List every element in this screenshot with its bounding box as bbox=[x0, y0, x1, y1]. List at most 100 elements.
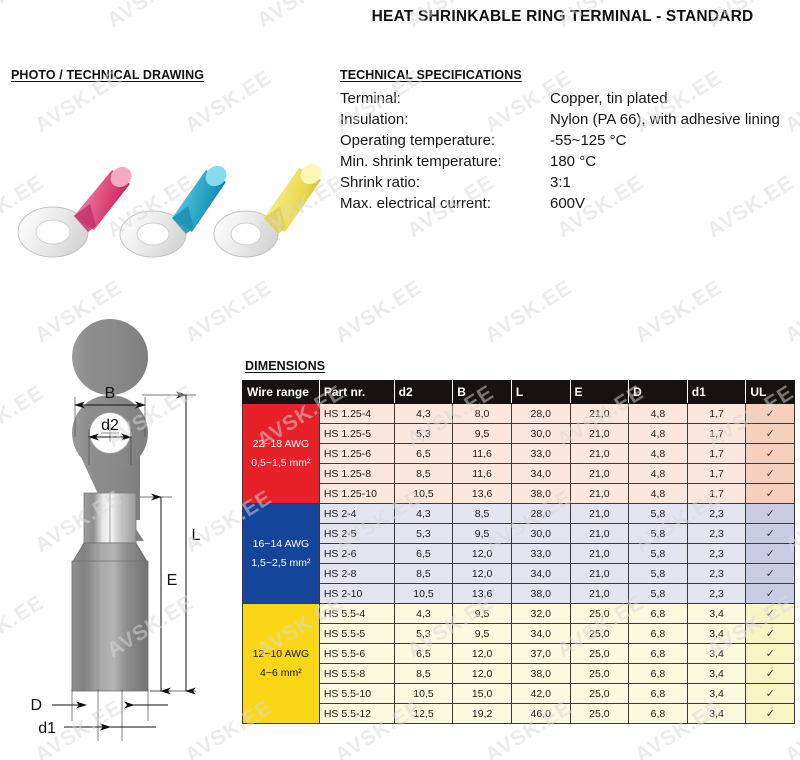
cell-l: 38,0 bbox=[510, 583, 571, 604]
cell-d2: 6,5 bbox=[393, 643, 454, 664]
table-row: HS 1.25-10 10,5 13,6 38,0 21,0 4,8 1,7 ✓ bbox=[243, 483, 795, 504]
spec-value: 180 °C bbox=[550, 153, 597, 170]
spec-value: 3:1 bbox=[550, 174, 571, 191]
cell-e: 21,0 bbox=[569, 423, 630, 444]
cell-ul: ✓ bbox=[745, 583, 795, 604]
cell-d: 6,8 bbox=[628, 703, 688, 724]
watermark-text: AVSK.EE bbox=[103, 0, 199, 33]
table-row: 22~18 AWG 0,5~1,5 mm² HS 1.25-4 4,3 8,0 28,0 2… bbox=[242, 403, 795, 504]
cell-part-nr: HS 5.5-10 bbox=[318, 683, 395, 704]
cell-e: 25,0 bbox=[569, 703, 630, 724]
cell-d1: 2,3 bbox=[686, 503, 747, 524]
cell-d2: 5,3 bbox=[393, 523, 454, 544]
cell-d2: 5,3 bbox=[393, 423, 454, 444]
col-header-part-nr: Part nr. bbox=[318, 380, 395, 404]
cell-d1: 3,4 bbox=[686, 643, 747, 664]
cell-ul: ✓ bbox=[745, 703, 795, 724]
cell-d1: 1,7 bbox=[686, 443, 747, 464]
watermark-text: AVSK.EE bbox=[0, 0, 49, 33]
cell-part-nr: HS 2-8 bbox=[318, 563, 395, 584]
cell-ul: ✓ bbox=[745, 423, 795, 444]
spec-row: Terminal: Copper, tin plated bbox=[340, 88, 795, 109]
cell-l: 38,0 bbox=[510, 663, 571, 684]
watermark-text: AVSK.EE bbox=[331, 275, 427, 348]
table-body: 22~18 AWG 0,5~1,5 mm² HS 1.25-4 4,3 8,0 28,0 2… bbox=[242, 403, 795, 724]
cell-d2: 8,5 bbox=[393, 663, 454, 684]
cell-e: 21,0 bbox=[569, 503, 630, 524]
wire-range-cell: 12~10 AWG 4~6 mm² bbox=[242, 603, 320, 724]
cell-part-nr: HS 2-10 bbox=[318, 583, 395, 604]
cell-d: 5,8 bbox=[628, 503, 688, 524]
cell-ul: ✓ bbox=[745, 623, 795, 644]
cell-b: 9,5 bbox=[452, 523, 512, 544]
cell-e: 25,0 bbox=[569, 643, 630, 664]
cell-d2: 10,5 bbox=[393, 683, 454, 704]
cell-l: 28,0 bbox=[510, 403, 571, 424]
pink-ring-terminal bbox=[16, 148, 136, 268]
dimensions-section-heading: DIMENSIONS bbox=[245, 359, 326, 373]
cell-d: 4,8 bbox=[628, 423, 688, 444]
spec-label: Insulation: bbox=[340, 111, 409, 128]
cell-b: 13,6 bbox=[452, 583, 512, 604]
cell-d2: 10,5 bbox=[393, 483, 454, 504]
cell-d: 4,8 bbox=[628, 483, 688, 504]
page-title: HEAT SHRINKABLE RING TERMINAL - STANDARD bbox=[371, 8, 754, 25]
spec-row: Shrink ratio: 3:1 bbox=[340, 172, 795, 193]
wire-range-mm2: 4~6 mm² bbox=[260, 667, 302, 679]
spec-row: Insulation: Nylon (PA 66), with adhesive… bbox=[340, 109, 795, 130]
cell-d2: 8,5 bbox=[393, 463, 454, 484]
yellow-ring-terminal bbox=[213, 148, 333, 268]
spec-label: Terminal: bbox=[340, 90, 401, 107]
cell-d2: 6,5 bbox=[393, 543, 454, 564]
table-row: HS 2-6 6,5 12,0 33,0 21,0 5,8 2,3 ✓ bbox=[243, 543, 795, 564]
cell-ul: ✓ bbox=[745, 443, 795, 464]
cell-d1: 1,7 bbox=[686, 463, 747, 484]
cell-l: 30,0 bbox=[510, 423, 571, 444]
spec-label: Operating temperature: bbox=[340, 132, 496, 149]
col-header-b: B bbox=[452, 380, 512, 404]
cell-l: 33,0 bbox=[510, 543, 571, 564]
table-row: HS 2-5 5,3 9,5 30,0 21,0 5,8 2,3 ✓ bbox=[243, 523, 795, 544]
drawing-label-l: L bbox=[192, 527, 201, 544]
cell-e: 25,0 bbox=[569, 663, 630, 684]
cell-d: 6,8 bbox=[628, 623, 688, 644]
col-header-wire-range: Wire range bbox=[242, 380, 320, 404]
cell-e: 21,0 bbox=[569, 403, 630, 424]
cell-ul: ✓ bbox=[745, 663, 795, 684]
table-row: HS 5.5-6 6,5 12,0 37,0 25,0 6,8 3,4 ✓ bbox=[243, 643, 795, 664]
cell-d2: 6,5 bbox=[393, 443, 454, 464]
cell-d2: 12,5 bbox=[393, 703, 454, 724]
cell-d2: 5,3 bbox=[393, 623, 454, 644]
cell-d: 4,8 bbox=[628, 403, 688, 424]
watermark-text: AVSK.EE bbox=[781, 275, 800, 348]
cell-ul: ✓ bbox=[745, 603, 795, 624]
table-row: HS 5.5-8 8,5 12,0 38,0 25,0 6,8 3,4 ✓ bbox=[243, 663, 795, 684]
cell-part-nr: HS 5.5-8 bbox=[318, 663, 395, 684]
cell-part-nr: HS 5.5-6 bbox=[318, 643, 395, 664]
cell-ul: ✓ bbox=[745, 523, 795, 544]
drawing-label-b: B bbox=[105, 385, 116, 402]
table-row: HS 5.5-10 10,5 15,0 42,0 25,0 6,8 3,4 ✓ bbox=[243, 683, 795, 704]
drawing-label-e: E bbox=[167, 572, 178, 589]
cell-e: 21,0 bbox=[569, 443, 630, 464]
watermark-text: AVSK.EE bbox=[481, 275, 577, 348]
cell-ul: ✓ bbox=[745, 483, 795, 504]
cell-e: 25,0 bbox=[569, 603, 630, 624]
cell-d1: 2,3 bbox=[686, 543, 747, 564]
wire-range-mm2: 1,5~2,5 mm² bbox=[251, 557, 311, 569]
cell-e: 21,0 bbox=[569, 483, 630, 504]
cell-l: 34,0 bbox=[510, 463, 571, 484]
cell-ul: ✓ bbox=[745, 403, 795, 424]
specs-section-heading: TECHNICAL SPECIFICATIONS bbox=[340, 68, 522, 82]
cell-d2: 10,5 bbox=[393, 583, 454, 604]
cell-l: 38,0 bbox=[510, 483, 571, 504]
cell-d: 5,8 bbox=[628, 523, 688, 544]
cell-part-nr: HS 1.25-8 bbox=[318, 463, 395, 484]
cell-l: 46,0 bbox=[510, 703, 571, 724]
cell-part-nr: HS 2-5 bbox=[318, 523, 395, 544]
spec-value: Nylon (PA 66), with adhesive lining bbox=[550, 111, 780, 128]
cell-part-nr: HS 5.5-4 bbox=[318, 603, 395, 624]
cell-d1: 3,4 bbox=[686, 603, 747, 624]
cell-b: 19,2 bbox=[452, 703, 512, 724]
